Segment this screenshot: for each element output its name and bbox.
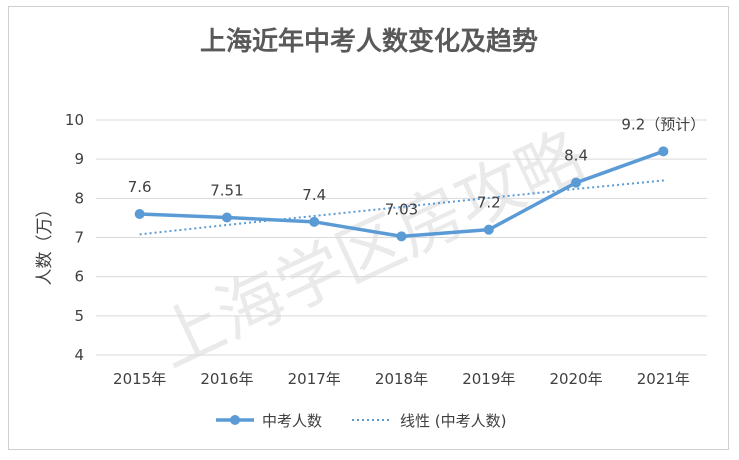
data-point [571,177,582,188]
data-point [309,216,320,227]
y-tick-label: 8 [74,189,84,207]
data-label: 7.6 [128,178,152,196]
data-point [483,224,494,235]
y-tick-label: 6 [74,268,84,286]
y-tick-label: 7 [74,229,84,247]
chart-title: 上海近年中考人数变化及趋势 [200,26,538,57]
x-tick-label: 2019年 [462,370,515,388]
data-point [658,146,669,157]
y-tick-label: 4 [74,346,84,364]
x-tick-label: 2021年 [637,370,690,388]
y-axis-label: 人数（万） [35,201,55,286]
legend: 中考人数 线性 (中考人数) [216,412,506,430]
data-labels: 7.6 7.51 7.4 7.03 7.2 8.4 9.2（预计） [128,115,706,218]
legend-marker [230,415,240,425]
series-layer [134,146,669,242]
x-tick-label: 2015年 [113,370,166,388]
data-label: 7.03 [385,200,418,218]
data-point [396,231,407,242]
watermark: 上海学区房攻略 [145,117,596,382]
y-tick-label: 9 [74,150,84,168]
data-point [134,209,145,219]
y-tick-label: 5 [74,307,84,325]
y-axis-ticks: 4 5 6 7 8 9 10 [65,111,84,364]
legend-label-series: 中考人数 [262,412,322,430]
data-label: 9.2（预计） [621,115,705,133]
x-axis-ticks: 2015年 2016年 2017年 2018年 2019年 2020年 2021年 [113,370,690,388]
x-tick-label: 2016年 [200,370,253,388]
data-label: 7.51 [210,182,243,200]
data-label: 8.4 [564,147,588,165]
data-label: 7.2 [477,194,501,212]
legend-label-trendline: 线性 (中考人数) [400,412,506,430]
x-tick-label: 2020年 [549,370,602,388]
y-tick-label: 10 [65,111,84,129]
data-label: 7.4 [302,186,326,204]
data-point [221,212,232,223]
x-tick-label: 2017年 [288,370,341,388]
x-tick-label: 2018年 [375,370,428,388]
chart-frame [8,6,729,450]
gridlines [96,119,707,356]
